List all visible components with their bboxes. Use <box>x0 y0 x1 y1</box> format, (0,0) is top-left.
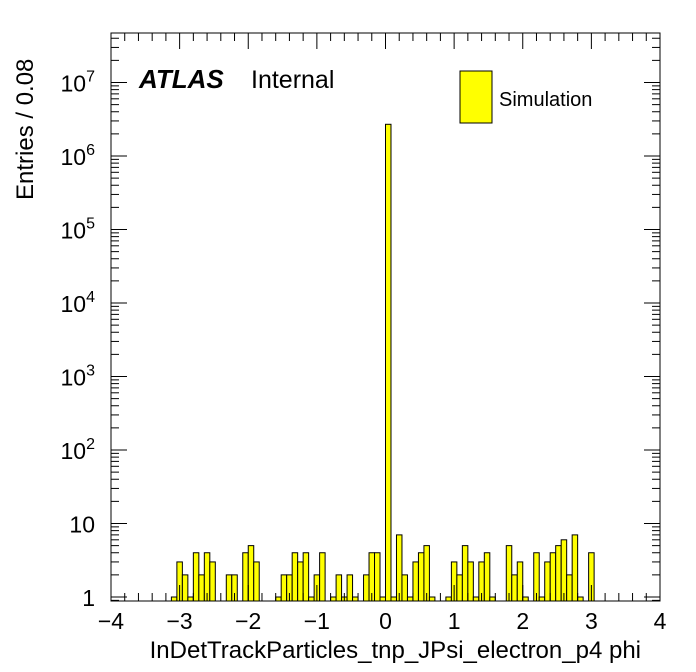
histogram-bar <box>242 552 249 602</box>
atlas-status-label: Internal <box>251 66 334 94</box>
histogram-bar <box>461 545 469 602</box>
histogram-bar <box>198 574 205 602</box>
histogram-bar <box>544 561 551 602</box>
histogram-bar <box>577 596 584 602</box>
histogram-bar <box>467 561 474 602</box>
histogram-bar <box>456 574 463 602</box>
histogram-bar <box>385 123 392 602</box>
x-tick-label: 2 <box>516 608 529 634</box>
histogram-bar <box>489 596 496 602</box>
y-tick-label: 103 <box>61 363 96 391</box>
histogram-bar <box>566 574 573 602</box>
histogram-bar <box>423 545 430 602</box>
histogram-bar <box>363 574 370 602</box>
histogram-bar <box>390 596 397 602</box>
x-tick-label: −2 <box>235 608 261 634</box>
x-tick-label: 3 <box>585 608 598 634</box>
y-tick-label: 1 <box>82 585 95 611</box>
histogram-bar <box>187 596 194 602</box>
histogram-bar <box>549 552 557 602</box>
histogram-bar <box>445 596 452 602</box>
histogram-bar <box>379 596 387 602</box>
legend-label-simulation: Simulation <box>499 89 592 111</box>
histogram-bar <box>330 596 337 602</box>
histogram-bar <box>280 574 288 602</box>
y-tick-labels: 1 10 102 103 104 105 106 107 <box>61 69 96 612</box>
y-tick-label: 107 <box>61 69 96 97</box>
y-axis-label: Entries / 0.08 <box>12 59 39 200</box>
histogram-bar <box>538 596 546 602</box>
histogram-bar <box>308 596 315 602</box>
x-axis-label: InDetTrackParticles_tnp_JPsi_electron_p4… <box>150 637 641 664</box>
histogram-bar <box>406 596 414 602</box>
histogram-bar <box>253 561 260 602</box>
histogram-bar <box>472 596 480 602</box>
histogram-bar <box>346 574 354 602</box>
legend: Simulation <box>459 70 592 124</box>
histogram-bar <box>428 596 436 602</box>
x-tick-label: −4 <box>98 608 124 634</box>
x-tick-labels: −4 −3 −2 −1 0 1 2 3 4 <box>98 608 667 634</box>
histogram-bar <box>412 561 419 602</box>
histogram-bar <box>291 552 299 602</box>
histogram-bar <box>247 545 255 602</box>
histogram-bar <box>522 596 529 602</box>
histogram-bar <box>560 539 568 602</box>
x-tick-label: 4 <box>654 608 667 634</box>
histogram-bar <box>571 534 579 602</box>
histogram-bar <box>483 552 491 602</box>
histogram-bar <box>181 574 189 602</box>
histogram-bar <box>555 545 562 602</box>
histogram-bar <box>505 545 513 602</box>
x-tick-label: −3 <box>167 608 193 634</box>
histogram-bar <box>170 596 178 602</box>
y-tick-label: 102 <box>61 436 96 464</box>
y-tick-label: 105 <box>61 216 96 244</box>
histogram-bar <box>352 596 359 602</box>
histogram-bar <box>511 574 518 602</box>
x-tick-label: −1 <box>304 608 330 634</box>
histogram-bar <box>297 561 304 602</box>
histogram-bar <box>275 596 282 602</box>
y-tick-label: 104 <box>61 289 96 317</box>
histogram-bar <box>395 534 403 602</box>
histogram-bar <box>319 552 326 602</box>
histogram-bar <box>302 552 310 602</box>
histogram-bar <box>209 561 216 602</box>
histogram-bar <box>335 574 343 602</box>
y-tick-label: 10 <box>69 512 95 538</box>
histogram-bar <box>192 552 200 602</box>
x-tick-label: 1 <box>448 608 461 634</box>
x-tick-label: 0 <box>379 608 392 634</box>
y-tick-label: 106 <box>61 142 96 170</box>
plot-frame <box>110 32 661 602</box>
histogram-bar <box>516 561 524 602</box>
histogram-bar <box>417 552 425 602</box>
atlas-label: ATLAS <box>138 64 224 94</box>
histogram-bar <box>401 574 408 602</box>
legend-swatch-simulation <box>459 70 493 124</box>
histogram-bar <box>374 552 381 602</box>
axis-ticks <box>110 33 661 601</box>
histogram-bar <box>225 574 233 602</box>
